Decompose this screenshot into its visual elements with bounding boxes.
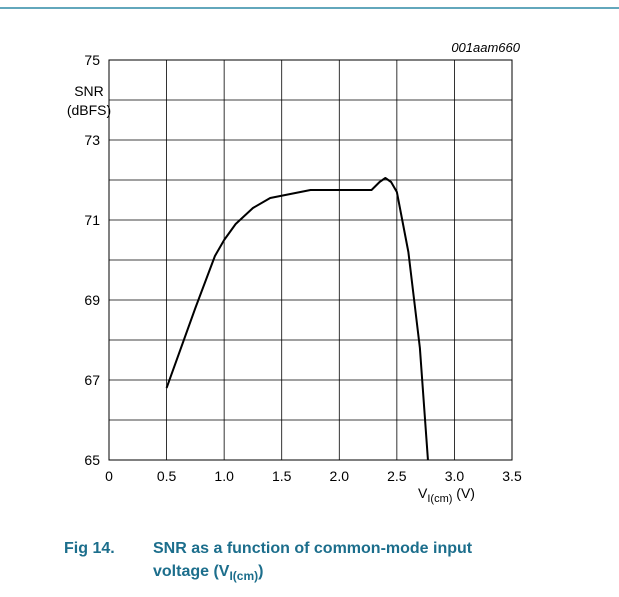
caption-end: ) bbox=[258, 563, 263, 580]
y-tick-label: 67 bbox=[84, 372, 100, 388]
caption-text: voltage (V bbox=[153, 563, 230, 580]
x-tick-label: 3.5 bbox=[502, 468, 522, 484]
x-axis-label: VI(cm) (V) bbox=[418, 485, 475, 505]
y-tick-label: 73 bbox=[84, 132, 100, 148]
x-tick-label: 2.0 bbox=[330, 468, 350, 484]
plot-frame bbox=[108, 59, 513, 461]
figure-id: 001aam660 bbox=[451, 40, 520, 55]
caption-line: SNR as a function of common-mode input bbox=[153, 540, 473, 557]
x-tick-label: 1.5 bbox=[272, 468, 292, 484]
y-tick-label: 69 bbox=[84, 292, 100, 308]
caption-line: voltage (VI(cm)) bbox=[153, 563, 263, 583]
x-axis-label-unit: (V) bbox=[452, 485, 475, 501]
x-tick-label: 0.5 bbox=[157, 468, 177, 484]
x-tick-label: 0 bbox=[105, 468, 113, 484]
y-tick-label: 75 bbox=[84, 52, 100, 68]
x-tick-label: 2.5 bbox=[387, 468, 407, 484]
y-tick-label: 71 bbox=[84, 212, 100, 228]
data-line bbox=[165, 177, 429, 461]
caption-number: Fig 14. bbox=[64, 540, 115, 557]
caption-sub: I(cm) bbox=[229, 569, 258, 583]
y-axis-label: (dBFS) bbox=[67, 102, 111, 118]
y-axis-label: SNR bbox=[74, 83, 104, 99]
y-tick-label: 65 bbox=[84, 452, 100, 468]
x-tick-label: 1.0 bbox=[214, 468, 234, 484]
x-axis-label-sub: I(cm) bbox=[427, 493, 452, 505]
x-tick-label: 3.0 bbox=[445, 468, 465, 484]
x-axis-label-main: V bbox=[418, 485, 428, 501]
